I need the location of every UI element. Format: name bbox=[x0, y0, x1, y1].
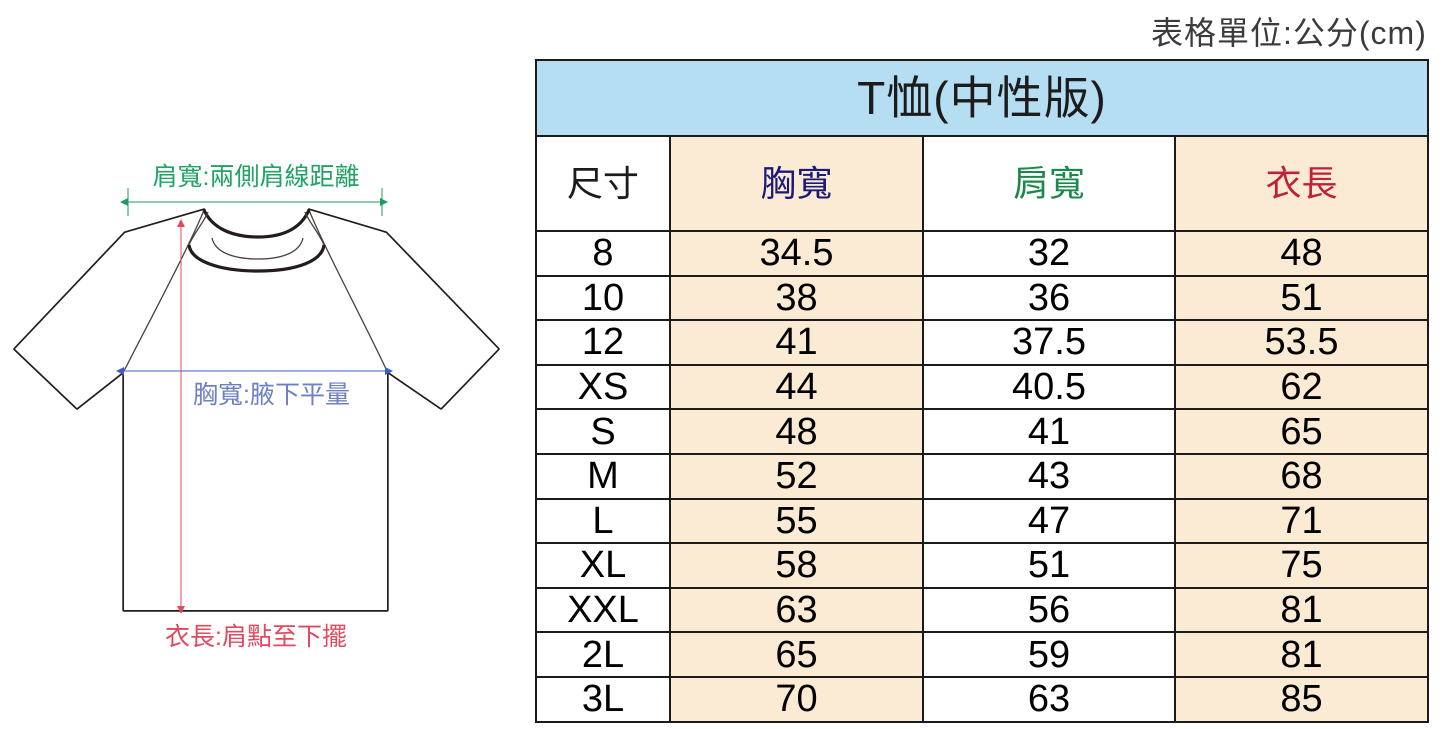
svg-text:胸寬:腋下平量: 胸寬:腋下平量 bbox=[193, 381, 350, 409]
svg-text:肩寬:兩側肩線距離: 肩寬:兩側肩線距離 bbox=[153, 163, 360, 191]
svg-text:衣長:肩點至下擺: 衣長:肩點至下擺 bbox=[165, 623, 347, 651]
